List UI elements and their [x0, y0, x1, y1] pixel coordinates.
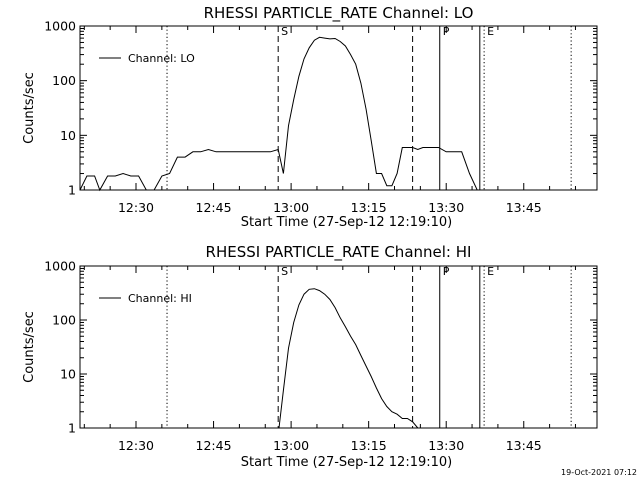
y-tick-label: 100	[52, 73, 76, 88]
panel-lo: RHESSI PARTICLE_RATE Channel: LO 1 10 100 10…	[22, 4, 598, 230]
event-marker-label: E	[487, 265, 494, 278]
event-marker-label: S	[281, 265, 288, 278]
y-tick-label: 1	[68, 421, 76, 436]
x-tick-label: 13:30	[428, 438, 464, 453]
event-marker-label: E	[487, 25, 494, 38]
event-marker-label: S	[281, 25, 288, 38]
event-marker-label: P	[443, 265, 450, 278]
x-tick-label: 13:45	[506, 200, 542, 215]
y-tick-label: 100	[52, 313, 76, 328]
legend-label: Channel: HI	[128, 292, 192, 305]
panel-hi: RHESSI PARTICLE_RATE Channel: HI 1 10 100 10…	[22, 243, 598, 470]
y-tick-label: 1	[68, 183, 76, 198]
x-axis-label: Start Time (27-Sep-12 12:19:10)	[241, 455, 452, 470]
chart-title: RHESSI PARTICLE_RATE Channel: LO	[204, 4, 474, 23]
y-tick-label: 10	[60, 128, 76, 143]
legend-label: Channel: LO	[128, 52, 195, 65]
x-tick-label: 13:45	[506, 438, 542, 453]
x-axis-label: Start Time (27-Sep-12 12:19:10)	[241, 215, 452, 230]
x-tick-label: 13:00	[273, 200, 309, 215]
series-line	[79, 36, 586, 192]
event-marker-label: P	[443, 25, 450, 38]
y-tick-label: 10	[60, 367, 76, 382]
x-tick-label: 12:30	[118, 438, 154, 453]
timestamp: 19-Oct-2021 07:12	[561, 468, 637, 477]
x-tick-label: 13:15	[351, 438, 387, 453]
y-tick-label: 1000	[44, 19, 76, 34]
plot-frame	[79, 25, 598, 191]
y-axis-label: Counts/sec	[22, 72, 37, 144]
x-tick-label: 13:00	[273, 438, 309, 453]
y-tick-label: 1000	[44, 259, 76, 274]
chart-title: RHESSI PARTICLE_RATE Channel: HI	[206, 243, 472, 262]
x-tick-label: 13:30	[428, 200, 464, 215]
x-tick-label: 12:30	[118, 200, 154, 215]
x-tick-label: 12:45	[196, 200, 232, 215]
x-tick-label: 13:15	[351, 200, 387, 215]
y-axis-label: Counts/sec	[22, 311, 37, 383]
plot-frame	[79, 265, 598, 429]
x-tick-label: 12:45	[196, 438, 232, 453]
series-line	[278, 288, 419, 429]
